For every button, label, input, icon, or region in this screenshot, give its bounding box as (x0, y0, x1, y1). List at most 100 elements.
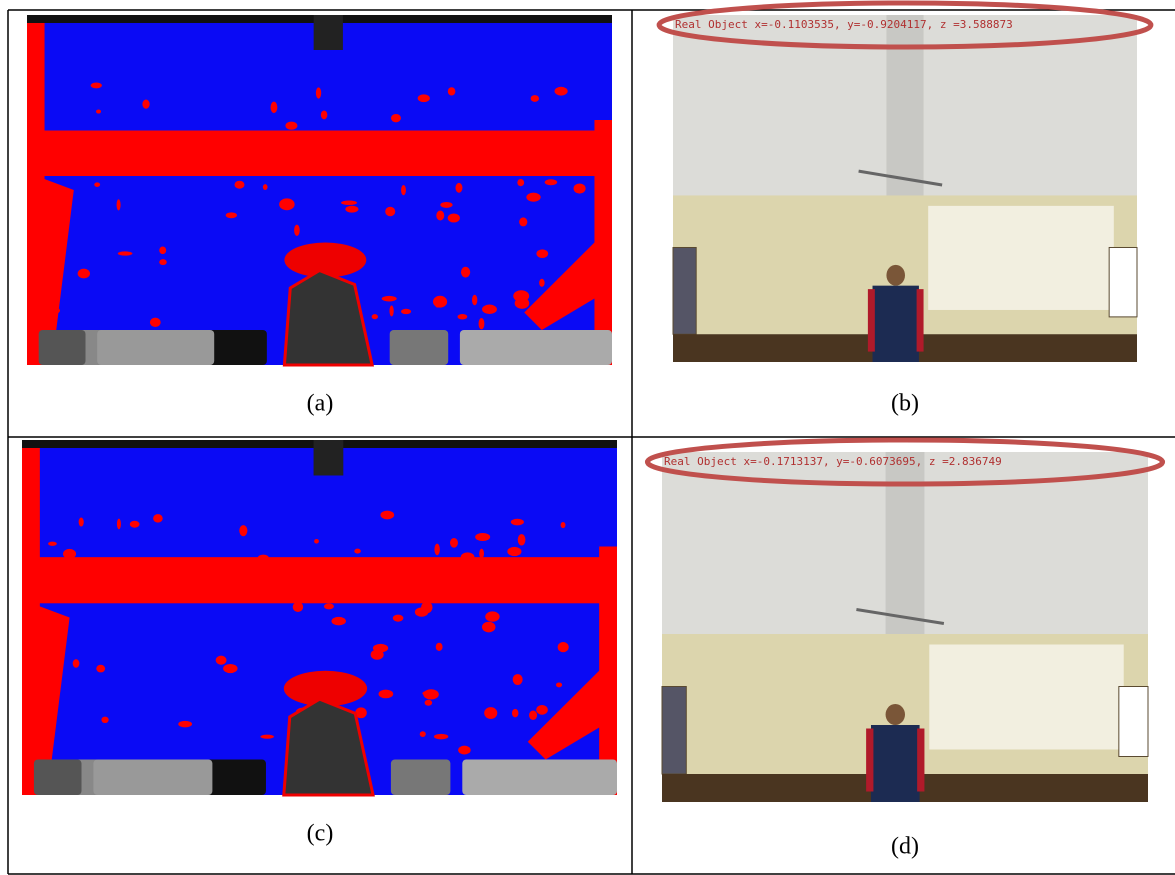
depth-speck (440, 202, 452, 208)
depth-speck (258, 555, 269, 561)
depth-speck (274, 153, 289, 161)
depth-speck (266, 151, 274, 158)
depth-speck (485, 611, 499, 621)
coordinate-overlay: Real Object x=-0.1713137, y=-0.6073695, … (664, 455, 1002, 468)
depth-block (97, 330, 214, 365)
depth-speck (561, 522, 566, 528)
depth-speck (361, 167, 369, 174)
depth-speck (536, 249, 548, 258)
window (673, 247, 696, 334)
depth-speck (513, 674, 523, 685)
depth-speck (578, 558, 590, 565)
depth-speck (63, 549, 76, 559)
subfigure-label: (b) (891, 391, 919, 417)
depth-speck (256, 595, 265, 600)
depth-speck (239, 525, 247, 536)
depth-speck (294, 225, 300, 236)
depth-speck (272, 160, 276, 164)
depth-speck (293, 602, 303, 612)
depth-speck (78, 269, 90, 279)
depth-speck (472, 295, 477, 306)
depth-speck (94, 182, 100, 187)
depth-speck (416, 579, 429, 586)
depth-speck (96, 109, 101, 113)
depth-speck (448, 213, 460, 222)
depth-speck (531, 95, 539, 102)
depth-speck (512, 709, 518, 717)
window (1119, 687, 1148, 757)
depth-speck (519, 217, 527, 226)
depth-speck (455, 183, 462, 193)
depth-top (314, 15, 343, 50)
depth-speck (372, 314, 378, 319)
depth-speck (475, 533, 490, 541)
depth-speck (159, 259, 166, 265)
depth-speck (555, 87, 568, 96)
depth-speck (434, 544, 440, 556)
depth-speck (153, 514, 163, 522)
depth-speck (401, 309, 411, 314)
wall-light (928, 206, 1114, 310)
depth-speck (380, 511, 394, 520)
depth-speck (150, 318, 161, 327)
depth-speck (142, 100, 149, 109)
depth-speck (314, 539, 319, 544)
depth-speck (391, 114, 401, 122)
depth-speck (425, 700, 433, 706)
depth-speck (458, 314, 468, 319)
depth-speck (345, 206, 358, 213)
depth-speck (271, 102, 278, 113)
depth-speck (156, 568, 170, 573)
depth-speck (79, 518, 84, 527)
depth-speck (558, 642, 569, 652)
depth-speck (112, 559, 121, 565)
depth-speck (180, 562, 191, 571)
depth-speck (389, 305, 393, 316)
depth-speck (159, 247, 166, 255)
depth-speck (96, 665, 105, 673)
depth-speck (418, 94, 430, 102)
depth-block (34, 760, 82, 796)
person-arm (917, 729, 924, 792)
depth-speck (513, 290, 529, 302)
depth-speck (484, 707, 497, 719)
depth-speck (422, 691, 433, 696)
wall-light (929, 645, 1123, 750)
depth-band (27, 131, 612, 177)
depth-speck (123, 588, 133, 594)
depth-speck (507, 547, 521, 556)
depth-block (39, 330, 86, 365)
depth-speck (117, 199, 121, 210)
depth-speck (401, 185, 406, 195)
depth-speck (526, 193, 540, 202)
depth-speck (516, 137, 524, 148)
depth-speck (536, 705, 548, 715)
depth-speck (91, 82, 102, 88)
depth-speck (458, 746, 471, 755)
depth-speck (53, 308, 60, 314)
depth-speck (260, 735, 274, 739)
depth-speck (461, 267, 470, 278)
depth-speck (324, 603, 334, 609)
depth-speck (450, 538, 458, 548)
photo: Real Object x=-0.1103535, y=-0.9204117, … (659, 3, 1151, 362)
person-head (886, 265, 905, 286)
depth-speck (393, 615, 404, 622)
depth-speck (223, 664, 237, 673)
depth-speck (461, 552, 475, 561)
depth-band (22, 557, 617, 603)
depth-speck (178, 721, 192, 728)
depth-speck (118, 251, 133, 255)
coordinate-overlay: Real Object x=-0.1103535, y=-0.9204117, … (675, 18, 1013, 31)
depth-speck (382, 296, 397, 302)
depth-top (314, 440, 344, 476)
depth-speck (130, 521, 140, 528)
photo: Real Object x=-0.1713137, y=-0.6073695, … (647, 440, 1162, 802)
depth-speck (321, 111, 328, 120)
depth-speck (279, 198, 294, 210)
depth-block (460, 330, 612, 365)
depth-speck (556, 682, 562, 687)
depth-speck (216, 656, 227, 665)
depth-speck (48, 542, 57, 546)
depth-speck (385, 207, 395, 217)
